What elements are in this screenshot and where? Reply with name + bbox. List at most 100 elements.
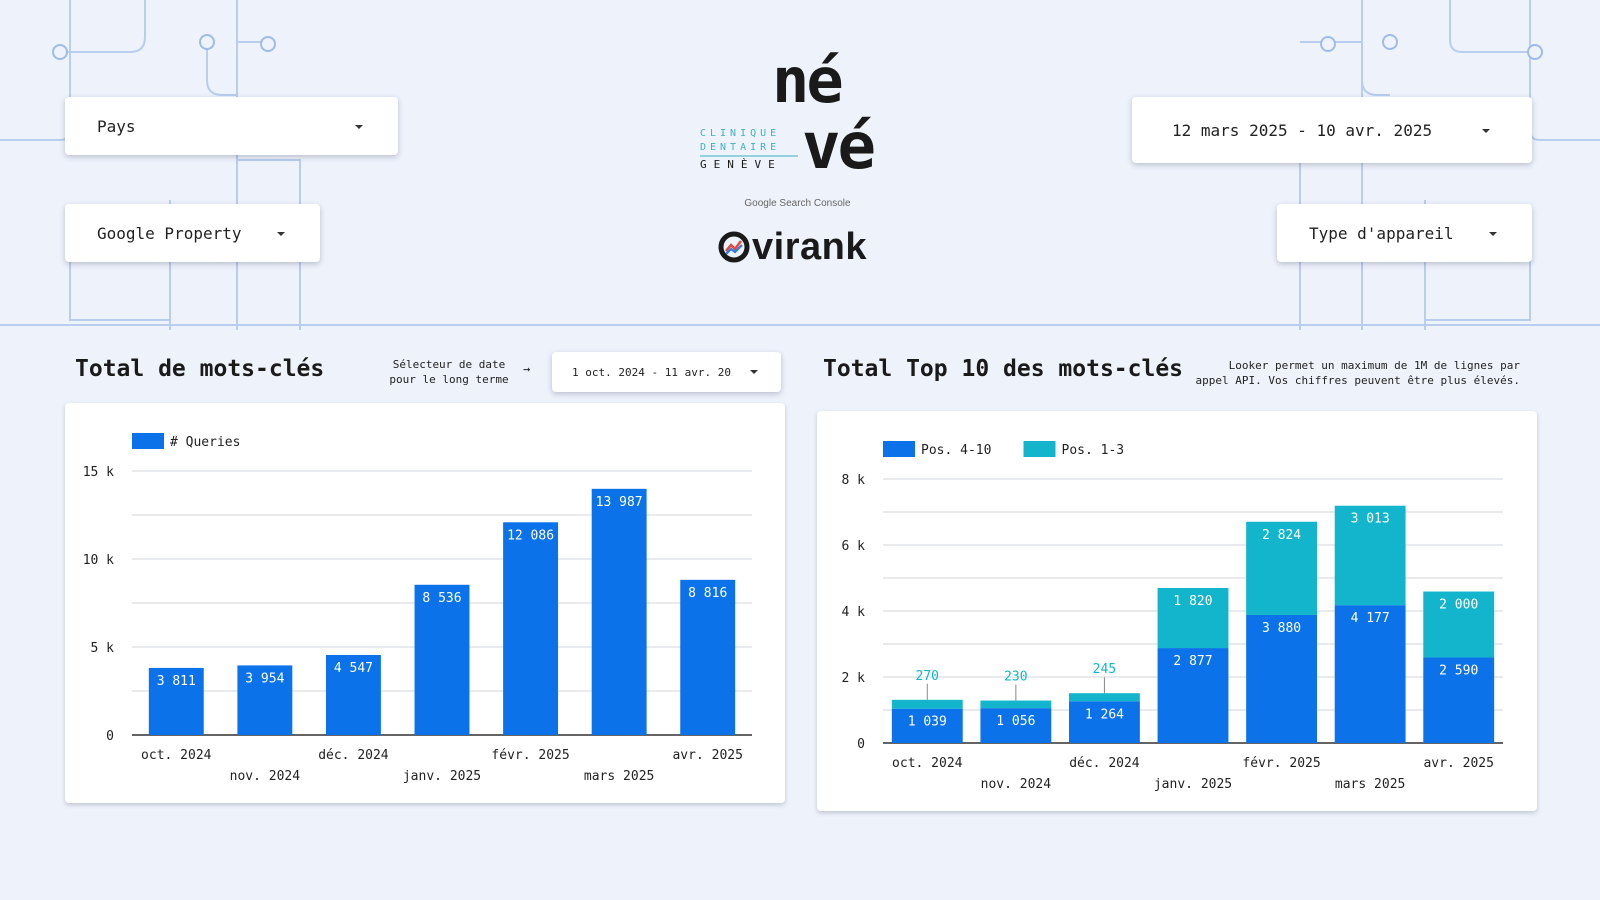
agency-logo-icon — [718, 231, 750, 263]
x-tick-label: janv. 2025 — [1154, 777, 1232, 792]
date-range-value: 12 mars 2025 - 10 avr. 2025 — [1172, 120, 1433, 140]
x-tick-label: déc. 2024 — [318, 748, 389, 763]
queries-bar-chart: # Queries 0 5 k 10 k 15 k 3 811 oct. 2024 3 954… — [83, 433, 752, 784]
data-label: 8 816 — [688, 586, 727, 601]
legend-swatch — [132, 433, 164, 449]
data-label: 8 536 — [422, 591, 461, 606]
x-tick-label: oct. 2024 — [892, 756, 963, 771]
y-tick-label: 0 — [857, 737, 865, 752]
y-tick-label: 0 — [106, 729, 114, 744]
device-type-filter-label: Type d'appareil — [1309, 223, 1454, 243]
bar — [891, 708, 963, 743]
date-range-picker[interactable]: 12 mars 2025 - 10 avr. 2025 — [1132, 97, 1532, 163]
queries-chart-card: # Queries 0 5 k 10 k 15 k 3 811 oct. 2024 3 954… — [65, 403, 785, 803]
arrow-right-icon: → — [523, 362, 531, 376]
x-tick-label: nov. 2024 — [981, 777, 1052, 792]
bar — [1246, 521, 1317, 615]
bar — [680, 579, 736, 735]
country-filter-dropdown[interactable]: Pays — [65, 97, 398, 155]
legend-label: # Queries — [170, 435, 240, 450]
chevron-down-icon — [750, 370, 758, 374]
bar — [414, 584, 470, 735]
data-label: 3 880 — [1262, 621, 1301, 636]
bar — [325, 654, 381, 735]
date-selector-note-line1: Sélecteur de date — [392, 358, 506, 371]
clinic-logo: né vé CLINIQUE DENTAIRE GENÈVE — [690, 44, 910, 184]
bar — [1157, 648, 1229, 743]
data-label: 2 000 — [1439, 598, 1478, 613]
device-type-filter-dropdown[interactable]: Type d'appareil — [1277, 204, 1532, 262]
bar — [1334, 605, 1406, 743]
logo-sub2-text: DENTAIRE — [700, 142, 780, 153]
data-label: 270 — [916, 669, 939, 684]
x-tick-label: mars 2025 — [1335, 777, 1405, 792]
data-label: 2 824 — [1262, 528, 1301, 543]
data-label: 1 056 — [996, 714, 1035, 729]
data-label: 1 820 — [1173, 594, 1212, 609]
y-tick-label: 15 k — [83, 465, 114, 480]
property-filter-dropdown[interactable]: Google Property — [65, 204, 320, 262]
bar — [237, 665, 293, 735]
data-label: 2 590 — [1439, 664, 1478, 679]
date-selector-note: Sélecteur de date pour le long terme — [384, 357, 514, 387]
agency-logo: virank — [717, 224, 867, 270]
bar — [148, 667, 204, 735]
y-tick-label: 4 k — [842, 605, 866, 620]
y-tick-label: 6 k — [842, 539, 866, 554]
chevron-down-icon — [355, 125, 363, 129]
chevron-down-icon — [1482, 129, 1490, 133]
logo-top-text: né — [772, 50, 841, 117]
legend-label: Pos. 4-10 — [921, 443, 991, 458]
property-filter-label: Google Property — [97, 223, 242, 243]
long-term-date-picker[interactable]: 1 oct. 2024 - 11 avr. 2025 — [552, 352, 781, 392]
chevron-down-icon — [1489, 232, 1497, 236]
data-label: 4 177 — [1351, 611, 1390, 626]
gsc-label: Google Search Console — [744, 198, 851, 209]
api-limit-note-line2: appel API. Vos chiffres peuvent être plu… — [1195, 374, 1520, 387]
bar — [591, 488, 647, 735]
logo-sub1-text: CLINIQUE — [700, 128, 780, 139]
y-tick-label: 5 k — [91, 641, 115, 656]
data-label: 13 987 — [596, 495, 643, 510]
bar — [891, 699, 963, 709]
data-label: 1 039 — [908, 715, 947, 730]
x-tick-label: déc. 2024 — [1069, 756, 1140, 771]
chevron-down-icon — [277, 232, 285, 236]
legend-label: Pos. 1-3 — [1062, 443, 1125, 458]
date-selector-note-line2: pour le long terme — [389, 373, 509, 386]
data-label: 12 086 — [507, 528, 554, 543]
long-term-date-value: 1 oct. 2024 - 11 avr. 2025 — [572, 365, 732, 379]
bar — [1246, 614, 1317, 743]
x-tick-label: nov. 2024 — [230, 769, 301, 784]
x-tick-label: oct. 2024 — [141, 748, 212, 763]
api-limit-note: Looker permet un maximum de 1M de lignes… — [1175, 358, 1520, 388]
logo-city-text: GENÈVE — [700, 158, 782, 171]
country-filter-label: Pays — [97, 116, 136, 136]
y-tick-label: 2 k — [842, 671, 866, 686]
bar — [1334, 505, 1406, 606]
top10-chart-card: Pos. 4-10 Pos. 1-3 0 2 k 4 k 6 k 8 k 1 039 270 oc… — [817, 411, 1537, 811]
logo-bottom-text: vé — [802, 110, 874, 180]
right-section-title: Total Top 10 des mots-clés — [823, 356, 1184, 382]
left-section-title: Total de mots-clés — [75, 356, 325, 382]
bar — [1423, 657, 1495, 743]
bar — [1423, 591, 1495, 658]
bar — [980, 708, 1052, 743]
data-label: 245 — [1093, 662, 1116, 677]
data-label: 3 811 — [157, 674, 196, 689]
data-label: 2 877 — [1173, 654, 1212, 669]
bar — [1157, 587, 1229, 649]
agency-name: virank — [752, 225, 867, 268]
data-label: 4 547 — [334, 661, 373, 676]
api-limit-note-line1: Looker permet un maximum de 1M de lignes… — [1228, 359, 1520, 372]
bar — [503, 522, 559, 735]
x-tick-label: janv. 2025 — [403, 769, 481, 784]
bar — [1069, 693, 1140, 702]
legend-swatch — [1023, 441, 1056, 457]
data-label: 3 013 — [1351, 512, 1390, 527]
data-label: 230 — [1004, 670, 1027, 685]
data-label: 1 264 — [1085, 707, 1124, 722]
x-tick-label: févr. 2025 — [1242, 756, 1320, 771]
y-tick-label: 10 k — [83, 553, 114, 568]
data-label: 3 954 — [245, 671, 284, 686]
